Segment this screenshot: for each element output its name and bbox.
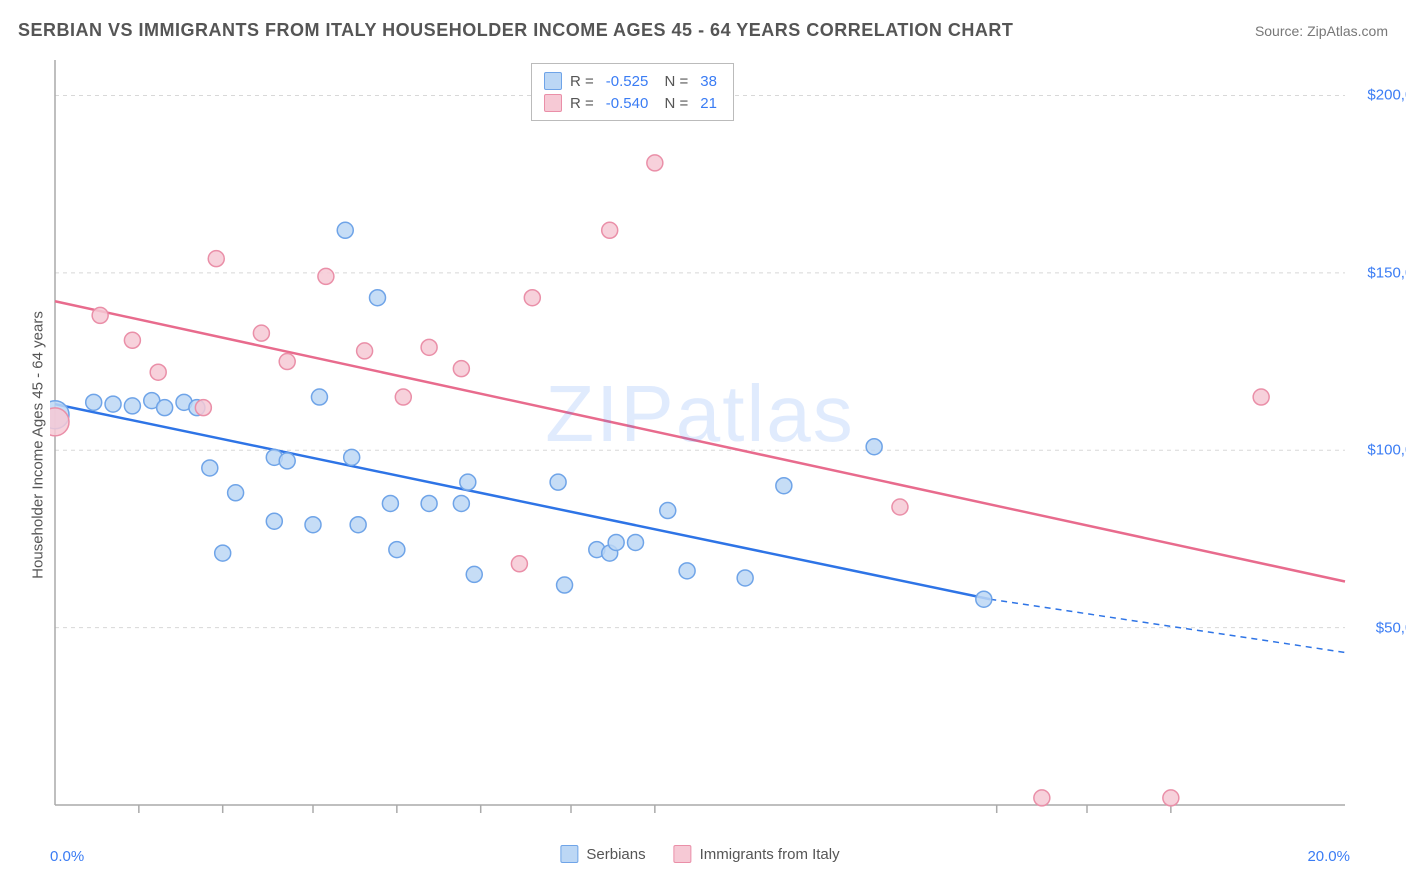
r-label: R = <box>570 95 594 112</box>
n-value: 38 <box>696 73 721 90</box>
stats-legend-row: R = -0.525 N = 38 <box>544 70 721 92</box>
r-label: R = <box>570 73 594 90</box>
x-axis-min: 0.0% <box>50 848 84 865</box>
chart-area: Householder Income Ages 45 - 64 years ZI… <box>50 55 1350 835</box>
x-axis-max: 20.0% <box>1307 848 1350 865</box>
series-legend: Serbians Immigrants from Italy <box>560 845 839 863</box>
y-axis-label: Householder Income Ages 45 - 64 years <box>30 311 47 579</box>
chart-title: SERBIAN VS IMMIGRANTS FROM ITALY HOUSEHO… <box>18 20 1013 41</box>
r-value: -0.540 <box>602 95 653 112</box>
stats-legend: R = -0.525 N = 38 R = -0.540 N = 21 <box>531 63 734 121</box>
legend-swatch <box>544 72 562 90</box>
source-label: Source: ZipAtlas.com <box>1255 23 1388 39</box>
n-label: N = <box>660 95 688 112</box>
legend-swatch <box>560 845 578 863</box>
n-label: N = <box>660 73 688 90</box>
legend-swatch <box>544 94 562 112</box>
y-tick-label: $150,000 <box>1367 264 1406 281</box>
legend-label: Serbians <box>586 846 645 863</box>
legend-label: Immigrants from Italy <box>700 846 840 863</box>
n-value: 21 <box>696 95 721 112</box>
legend-item: Serbians <box>560 845 645 863</box>
y-tick-label: $200,000 <box>1367 87 1406 104</box>
y-tick-label: $100,000 <box>1367 442 1406 459</box>
legend-item: Immigrants from Italy <box>674 845 840 863</box>
scatter-plot <box>50 55 1350 835</box>
legend-swatch <box>674 845 692 863</box>
r-value: -0.525 <box>602 73 653 90</box>
y-tick-label: $50,000 <box>1376 619 1406 636</box>
stats-legend-row: R = -0.540 N = 21 <box>544 92 721 114</box>
